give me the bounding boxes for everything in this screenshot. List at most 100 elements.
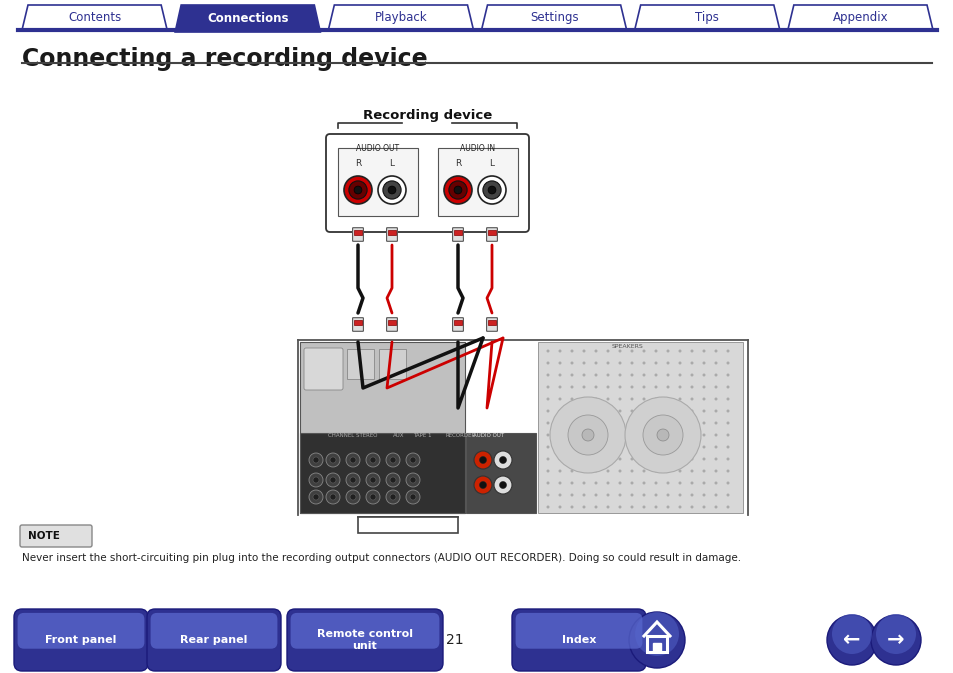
Circle shape [690,386,693,388]
Circle shape [654,505,657,509]
Circle shape [558,398,561,400]
Circle shape [641,433,645,437]
Circle shape [666,470,669,472]
Circle shape [570,374,573,376]
Circle shape [641,458,645,460]
Circle shape [410,457,416,463]
Circle shape [386,473,399,487]
Circle shape [666,493,669,497]
FancyBboxPatch shape [452,227,463,242]
Circle shape [558,446,561,448]
Circle shape [630,433,633,437]
Circle shape [726,409,729,413]
Circle shape [570,421,573,425]
FancyBboxPatch shape [299,342,464,513]
Circle shape [654,386,657,388]
Circle shape [582,386,585,388]
Circle shape [582,361,585,365]
Circle shape [567,415,607,455]
Circle shape [642,415,682,455]
Circle shape [630,505,633,509]
Circle shape [714,433,717,437]
Circle shape [346,473,359,487]
Circle shape [690,458,693,460]
Circle shape [618,374,620,376]
Circle shape [714,349,717,353]
Circle shape [309,473,323,487]
Circle shape [714,458,717,460]
Circle shape [678,470,680,472]
Polygon shape [22,5,167,30]
Circle shape [570,409,573,413]
Circle shape [494,451,512,469]
Circle shape [701,421,705,425]
Text: AUDIO OUT: AUDIO OUT [356,144,399,153]
FancyBboxPatch shape [354,230,361,234]
Circle shape [701,349,705,353]
Circle shape [570,386,573,388]
Circle shape [606,349,609,353]
Circle shape [313,477,318,483]
Circle shape [678,481,680,485]
Circle shape [654,374,657,376]
Circle shape [726,349,729,353]
Circle shape [701,481,705,485]
Circle shape [714,421,717,425]
FancyBboxPatch shape [388,230,395,234]
Circle shape [666,409,669,413]
Polygon shape [328,5,473,30]
Circle shape [701,493,705,497]
Circle shape [582,458,585,460]
Circle shape [618,398,620,400]
Circle shape [570,481,573,485]
Circle shape [726,505,729,509]
Circle shape [570,433,573,437]
Text: Connecting a recording device: Connecting a recording device [22,47,427,71]
Circle shape [641,398,645,400]
Polygon shape [652,643,660,652]
Circle shape [690,421,693,425]
Circle shape [726,398,729,400]
Circle shape [831,614,871,654]
Circle shape [582,349,585,353]
Circle shape [606,421,609,425]
Circle shape [594,505,597,509]
Circle shape [678,349,680,353]
Circle shape [582,493,585,497]
Circle shape [714,386,717,388]
Polygon shape [175,5,320,32]
Circle shape [546,470,549,472]
Text: AUDIO OUT: AUDIO OUT [473,433,503,438]
Circle shape [630,409,633,413]
Circle shape [654,398,657,400]
Circle shape [666,421,669,425]
Circle shape [546,481,549,485]
Circle shape [499,456,506,464]
Circle shape [635,612,679,656]
Circle shape [826,615,876,665]
Circle shape [714,493,717,497]
Circle shape [550,397,625,473]
Polygon shape [634,5,779,30]
Circle shape [330,494,335,500]
Circle shape [346,453,359,467]
Circle shape [701,470,705,472]
Circle shape [641,421,645,425]
Circle shape [606,398,609,400]
Circle shape [309,490,323,504]
Circle shape [581,429,594,441]
FancyBboxPatch shape [299,433,464,513]
Circle shape [570,493,573,497]
Text: Front panel: Front panel [45,635,116,645]
Text: Settings: Settings [529,11,578,24]
Circle shape [654,458,657,460]
Circle shape [618,433,620,437]
Circle shape [499,481,506,489]
FancyBboxPatch shape [378,349,406,379]
FancyBboxPatch shape [354,320,361,324]
Circle shape [558,458,561,460]
Circle shape [582,446,585,448]
Circle shape [350,494,355,500]
Circle shape [606,361,609,365]
Text: TAPE 1: TAPE 1 [413,433,431,438]
